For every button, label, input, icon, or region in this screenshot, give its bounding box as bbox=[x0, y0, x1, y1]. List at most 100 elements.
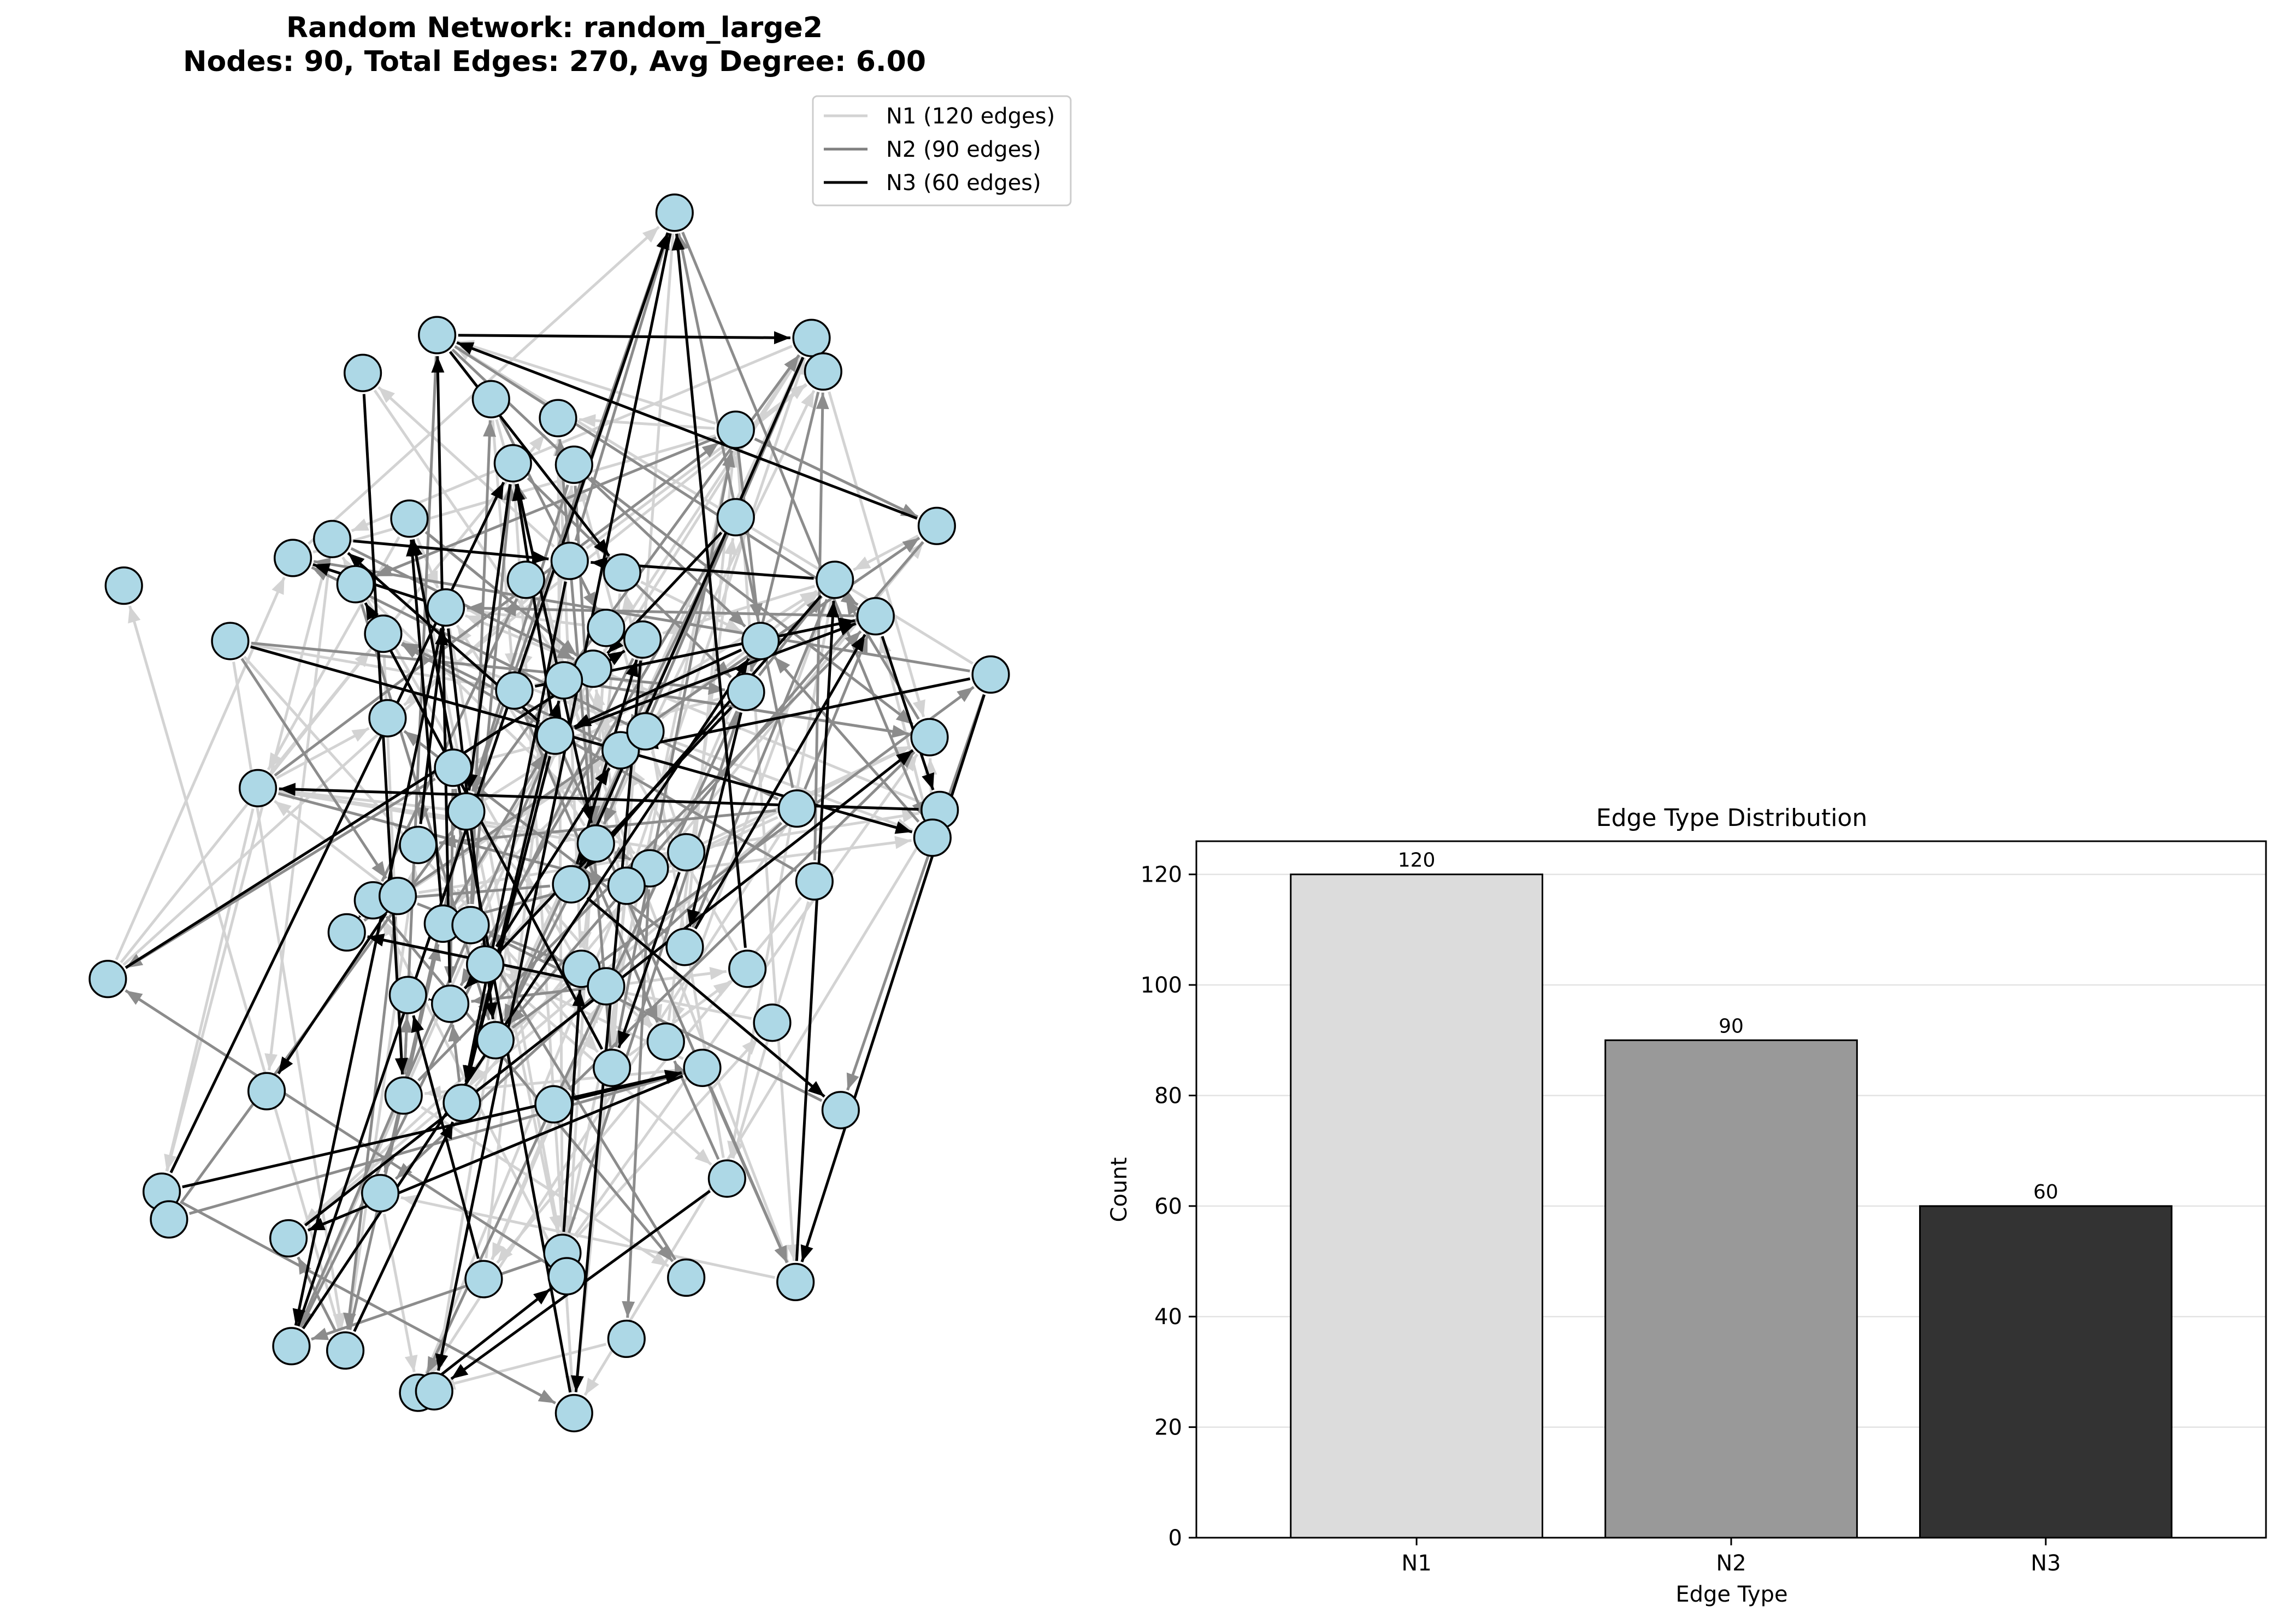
network-node bbox=[684, 1050, 721, 1086]
network-node bbox=[380, 878, 416, 914]
network-node bbox=[391, 500, 428, 537]
y-tick-label: 40 bbox=[1154, 1304, 1182, 1330]
bar-value-label: 90 bbox=[1719, 1015, 1744, 1037]
edge-n2 bbox=[311, 1260, 542, 1339]
network-node bbox=[793, 320, 830, 356]
network-node bbox=[212, 623, 249, 659]
network-node bbox=[627, 713, 664, 749]
bar-chart-xaxis: N1 N2 N3 bbox=[1401, 1538, 2061, 1576]
network-node bbox=[389, 977, 426, 1013]
network-panel: Random Network: random_large2 Nodes: 90,… bbox=[90, 11, 1071, 1431]
network-node bbox=[365, 616, 402, 652]
network-node bbox=[729, 950, 766, 987]
y-tick-label: 120 bbox=[1141, 863, 1182, 888]
network-node bbox=[588, 968, 624, 1005]
network-node bbox=[328, 914, 365, 951]
network-node bbox=[275, 540, 311, 576]
network-node bbox=[428, 589, 464, 626]
network-node bbox=[249, 1073, 285, 1109]
network-node bbox=[754, 1005, 790, 1041]
network-node bbox=[337, 566, 374, 603]
y-tick-label: 100 bbox=[1141, 973, 1182, 998]
network-node bbox=[551, 542, 588, 579]
edge-n1 bbox=[853, 536, 918, 570]
network-node bbox=[577, 825, 614, 862]
bar-n2 bbox=[1606, 1040, 1857, 1538]
x-axis-label: Edge Type bbox=[1675, 1582, 1787, 1607]
network-node bbox=[594, 1050, 630, 1086]
network-node bbox=[369, 700, 406, 736]
network-node bbox=[742, 623, 779, 659]
network-node bbox=[327, 1332, 364, 1369]
network-nodes bbox=[90, 194, 1009, 1431]
network-node bbox=[858, 598, 894, 635]
network-node bbox=[435, 749, 471, 786]
network-node bbox=[796, 863, 833, 900]
network-node bbox=[666, 929, 703, 965]
network-node bbox=[362, 1175, 399, 1212]
network-node bbox=[535, 1086, 572, 1123]
network-node bbox=[548, 1258, 585, 1295]
edge-n2 bbox=[847, 694, 984, 1090]
network-node bbox=[105, 568, 142, 604]
network-node bbox=[240, 770, 276, 807]
network-node bbox=[779, 790, 816, 827]
network-title-line2: Nodes: 90, Total Edges: 270, Avg Degree:… bbox=[183, 45, 926, 78]
legend-label-n2: N2 (90 edges) bbox=[886, 137, 1041, 162]
network-node bbox=[823, 1092, 859, 1129]
network-node bbox=[345, 355, 381, 391]
network-node bbox=[467, 946, 504, 983]
network-node bbox=[314, 521, 351, 557]
network-node bbox=[494, 445, 531, 482]
network-node bbox=[647, 1024, 684, 1060]
edge-n2 bbox=[755, 439, 918, 517]
x-tick-label: N2 bbox=[1716, 1551, 1746, 1576]
network-legend: N1 (120 edges) N2 (90 edges) N3 (60 edge… bbox=[813, 96, 1071, 205]
network-node bbox=[604, 554, 640, 591]
edge-n1 bbox=[587, 384, 806, 548]
network-node bbox=[270, 1220, 307, 1257]
x-tick-label: N1 bbox=[1401, 1551, 1431, 1576]
network-node bbox=[717, 499, 754, 535]
network-node bbox=[385, 1077, 422, 1114]
network-node bbox=[608, 867, 645, 904]
network-node bbox=[90, 961, 126, 997]
network-node bbox=[473, 381, 509, 417]
edge-n3 bbox=[296, 628, 441, 1325]
network-node bbox=[608, 1321, 645, 1357]
network-node bbox=[914, 819, 951, 856]
network-node bbox=[448, 793, 485, 830]
network-node bbox=[624, 621, 661, 658]
edge-n1 bbox=[116, 577, 285, 960]
network-node bbox=[540, 400, 576, 436]
network-node bbox=[972, 656, 1009, 693]
network-node bbox=[911, 719, 948, 755]
edge-n1 bbox=[167, 559, 327, 1171]
edge-n2 bbox=[805, 636, 867, 789]
network-node bbox=[465, 1261, 502, 1297]
network-node bbox=[728, 674, 764, 710]
network-title-line1: Random Network: random_large2 bbox=[286, 11, 823, 44]
network-node bbox=[416, 1373, 452, 1410]
network-node bbox=[151, 1201, 187, 1238]
y-tick-label: 0 bbox=[1168, 1526, 1182, 1551]
network-node bbox=[553, 866, 589, 903]
legend-label-n3: N3 (60 edges) bbox=[886, 170, 1041, 196]
network-node bbox=[588, 610, 624, 646]
edge-n1 bbox=[276, 728, 369, 778]
network-node bbox=[477, 1022, 514, 1059]
edge-n3 bbox=[359, 916, 360, 917]
network-node bbox=[556, 1395, 592, 1432]
x-tick-label: N3 bbox=[2031, 1551, 2061, 1576]
network-node bbox=[919, 507, 955, 544]
network-node bbox=[507, 562, 544, 598]
network-node bbox=[400, 827, 436, 864]
legend-label-n1: N1 (120 edges) bbox=[886, 104, 1055, 129]
edge-n1 bbox=[269, 560, 330, 1070]
network-node bbox=[444, 1085, 480, 1121]
edge-n3 bbox=[457, 342, 917, 518]
network-node bbox=[432, 985, 469, 1022]
